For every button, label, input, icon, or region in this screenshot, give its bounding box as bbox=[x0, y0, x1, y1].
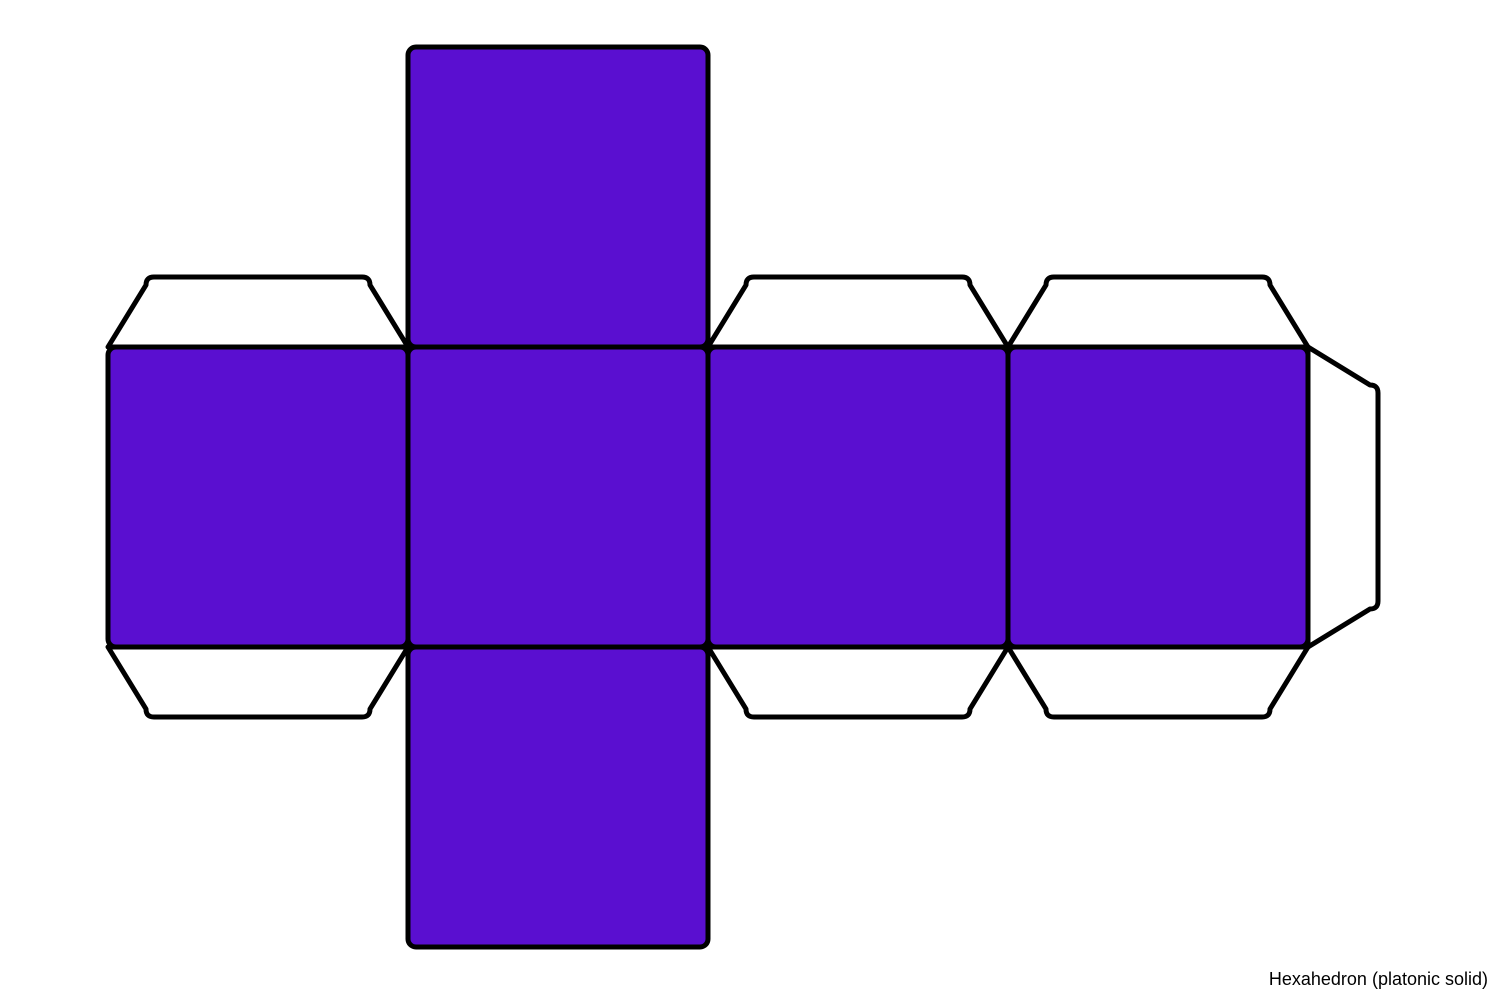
face-bottom bbox=[408, 647, 708, 947]
face-top bbox=[408, 47, 708, 347]
glue-tab bbox=[108, 647, 408, 717]
glue-tab bbox=[108, 277, 408, 347]
glue-tab bbox=[1008, 647, 1308, 717]
glue-tab bbox=[708, 647, 1008, 717]
glue-tab bbox=[708, 277, 1008, 347]
face-back bbox=[1008, 347, 1308, 647]
glue-tab bbox=[1308, 347, 1378, 647]
caption-label: Hexahedron (platonic solid) bbox=[1269, 969, 1488, 990]
face-left bbox=[108, 347, 408, 647]
diagram-stage: Hexahedron (platonic solid) bbox=[0, 0, 1500, 1000]
hexahedron-net bbox=[0, 0, 1500, 1000]
face-right bbox=[708, 347, 1008, 647]
face-front bbox=[408, 347, 708, 647]
glue-tab bbox=[1008, 277, 1308, 347]
